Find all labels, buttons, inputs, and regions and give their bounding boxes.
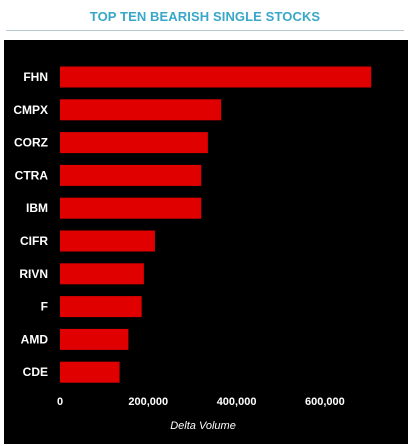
plot-area	[60, 66, 372, 383]
category-label-f: F	[41, 300, 48, 314]
bar-f	[60, 296, 142, 318]
x-tick-label: 600,000	[305, 396, 345, 408]
category-label-rivn: RIVN	[19, 267, 48, 281]
x-axis-title: Delta Volume	[170, 420, 236, 432]
bar-fhn	[60, 66, 372, 88]
chart-header: TOP TEN BEARISH SINGLE STOCKS	[0, 0, 410, 34]
bar-cifr	[60, 230, 155, 252]
category-label-cde: CDE	[23, 365, 48, 379]
category-label-cmpx: CMPX	[13, 103, 48, 117]
category-label-ibm: IBM	[26, 201, 48, 215]
category-label-cifr: CIFR	[20, 234, 48, 248]
bar-ibm	[60, 197, 202, 219]
category-label-corz: CORZ	[14, 136, 48, 150]
bar-ctra	[60, 164, 202, 186]
title-divider	[6, 30, 404, 31]
chart-title: TOP TEN BEARISH SINGLE STOCKS	[89, 9, 321, 24]
x-tick-label: 0	[57, 396, 63, 408]
bar-corz	[60, 132, 208, 154]
category-labels: FHN CMPX CORZ CTRA IBM CIFR RIVN F AMD CDE	[13, 70, 48, 379]
x-tick-labels: 0 200,000 400,000 600,000	[57, 396, 345, 408]
category-label-ctra: CTRA	[15, 168, 49, 182]
bar-cmpx	[60, 99, 222, 121]
x-tick-label: 200,000	[128, 396, 168, 408]
bar-rivn	[60, 263, 144, 285]
chart-panel: FHN CMPX CORZ CTRA IBM CIFR RIVN F AMD CDE 0 200,0…	[4, 40, 408, 444]
category-label-amd: AMD	[21, 332, 49, 346]
bar-cde	[60, 361, 120, 383]
x-tick-label: 400,000	[217, 396, 257, 408]
bar-chart: FHN CMPX CORZ CTRA IBM CIFR RIVN F AMD CDE 0 200,0…	[13, 66, 372, 432]
category-label-fhn: FHN	[23, 70, 48, 84]
bar-amd	[60, 328, 129, 350]
